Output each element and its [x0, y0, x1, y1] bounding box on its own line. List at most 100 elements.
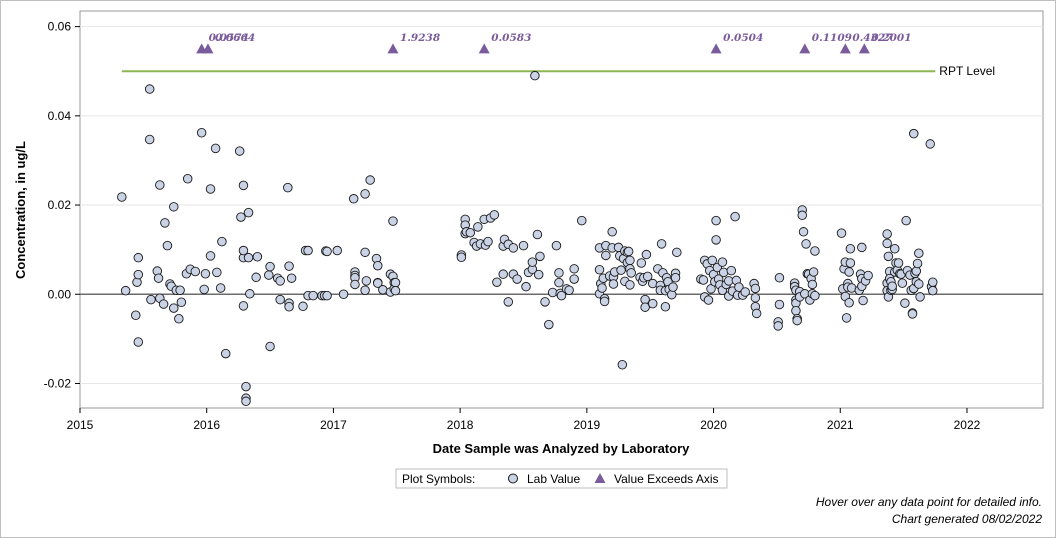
lab-value-point[interactable]: [530, 70, 540, 81]
lab-value-point[interactable]: [797, 210, 808, 221]
lab-value-point[interactable]: [498, 269, 508, 279]
lab-value-point[interactable]: [730, 211, 740, 222]
lab-value-point[interactable]: [925, 139, 935, 149]
lab-value-point[interactable]: [236, 212, 246, 222]
lab-value-point[interactable]: [893, 258, 904, 268]
lab-value-point[interactable]: [642, 271, 653, 282]
lab-value-point[interactable]: [810, 246, 820, 256]
lab-value-point[interactable]: [205, 251, 216, 261]
lab-value-point[interactable]: [647, 298, 658, 309]
lab-value-point[interactable]: [120, 285, 131, 296]
lab-value-point[interactable]: [217, 236, 227, 247]
lab-value-point[interactable]: [238, 301, 249, 311]
lab-value-point[interactable]: [577, 215, 587, 226]
lab-value-point[interactable]: [133, 269, 144, 280]
lab-value-point[interactable]: [750, 283, 761, 294]
lab-value-point[interactable]: [338, 289, 349, 300]
lab-value-point[interactable]: [751, 308, 762, 319]
lab-value-point[interactable]: [265, 341, 275, 352]
lab-value-point[interactable]: [265, 261, 275, 272]
lab-value-point[interactable]: [238, 245, 249, 256]
lab-value-point[interactable]: [518, 240, 529, 251]
lab-value-point[interactable]: [844, 297, 854, 308]
lab-value-point[interactable]: [182, 173, 193, 184]
lab-value-point[interactable]: [298, 301, 308, 312]
lab-value-point[interactable]: [508, 243, 519, 253]
lab-value-point[interactable]: [882, 229, 892, 239]
lab-value-point[interactable]: [365, 175, 375, 185]
lab-value-point[interactable]: [283, 182, 293, 193]
lab-value-point[interactable]: [601, 250, 611, 261]
lab-value-point[interactable]: [928, 277, 938, 287]
lab-value-point[interactable]: [332, 245, 342, 256]
lab-value-point[interactable]: [841, 313, 852, 323]
lab-value-point[interactable]: [158, 299, 169, 309]
lab-value-point[interactable]: [656, 239, 667, 249]
lab-value-point[interactable]: [900, 298, 910, 308]
lab-value-point[interactable]: [473, 222, 483, 232]
lab-value-point[interactable]: [882, 238, 892, 249]
lab-value-point[interactable]: [726, 265, 737, 276]
lab-value-point[interactable]: [512, 274, 522, 284]
lab-value-point[interactable]: [155, 180, 165, 190]
lab-value-point[interactable]: [544, 319, 554, 330]
lab-value-point[interactable]: [928, 285, 938, 296]
lab-value-point[interactable]: [286, 273, 297, 283]
lab-value-point[interactable]: [625, 255, 635, 266]
lab-value-point[interactable]: [532, 229, 543, 240]
lab-value-point[interactable]: [897, 278, 908, 288]
lab-value-point[interactable]: [707, 255, 718, 266]
lab-value-point[interactable]: [322, 290, 332, 301]
lab-value-point[interactable]: [883, 251, 894, 262]
exceeds-axis-marker[interactable]: [478, 43, 490, 54]
lab-value-point[interactable]: [845, 258, 856, 268]
lab-value-point[interactable]: [176, 297, 187, 308]
lab-value-point[interactable]: [205, 184, 216, 194]
lab-value-point[interactable]: [322, 246, 332, 257]
lab-value-point[interactable]: [275, 294, 285, 305]
exceeds-axis-marker[interactable]: [202, 43, 214, 54]
lab-value-point[interactable]: [594, 264, 605, 275]
lab-value-point[interactable]: [750, 293, 761, 303]
lab-value-point[interactable]: [668, 282, 678, 292]
lab-value-point[interactable]: [863, 270, 873, 281]
lab-value-point[interactable]: [220, 348, 231, 359]
lab-value-point[interactable]: [308, 290, 318, 301]
lab-value-point[interactable]: [284, 261, 294, 271]
lab-value-point[interactable]: [483, 236, 493, 247]
lab-value-point[interactable]: [836, 228, 847, 238]
lab-value-point[interactable]: [241, 396, 251, 407]
lab-value-point[interactable]: [844, 267, 854, 277]
lab-value-point[interactable]: [144, 84, 155, 94]
lab-value-point[interactable]: [360, 247, 370, 258]
lab-value-point[interactable]: [718, 267, 729, 278]
lab-value-point[interactable]: [245, 289, 255, 299]
lab-value-point[interactable]: [554, 268, 564, 278]
lab-value-point[interactable]: [234, 146, 245, 156]
lab-value-point[interactable]: [146, 294, 156, 305]
lab-value-point[interactable]: [503, 297, 514, 307]
lab-value-point[interactable]: [616, 265, 626, 275]
lab-value-point[interactable]: [556, 290, 567, 301]
lab-value-point[interactable]: [252, 252, 263, 262]
lab-value-point[interactable]: [174, 314, 184, 324]
lab-value-point[interactable]: [131, 310, 141, 320]
lab-value-point[interactable]: [807, 279, 818, 290]
lab-value-point[interactable]: [373, 260, 383, 271]
lab-value-point[interactable]: [551, 240, 562, 251]
lab-value-point[interactable]: [810, 290, 820, 301]
lab-value-point[interactable]: [808, 267, 819, 277]
lab-value-point[interactable]: [350, 279, 360, 290]
lab-value-point[interactable]: [373, 278, 383, 288]
lab-value-point[interactable]: [390, 285, 401, 296]
lab-value-point[interactable]: [640, 302, 650, 312]
lab-value-point[interactable]: [625, 280, 635, 290]
lab-value-point[interactable]: [492, 277, 502, 287]
lab-value-point[interactable]: [792, 315, 802, 326]
lab-value-point[interactable]: [791, 306, 801, 316]
lab-value-point[interactable]: [711, 235, 721, 245]
lab-value-point[interactable]: [540, 297, 550, 307]
lab-value-point[interactable]: [200, 268, 211, 279]
lab-value-point[interactable]: [360, 285, 370, 295]
